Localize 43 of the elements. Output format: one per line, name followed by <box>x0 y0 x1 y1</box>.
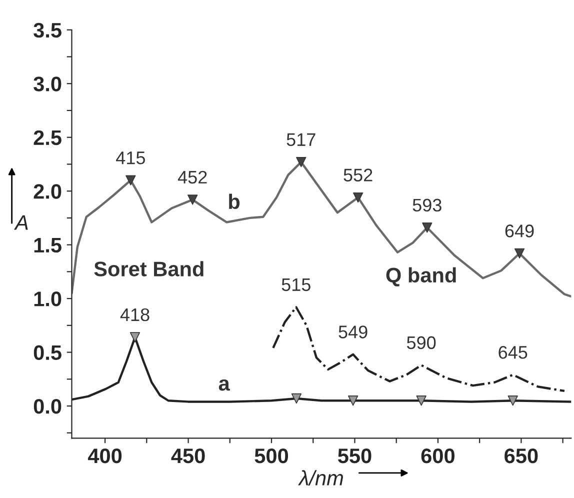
annotation: 517 <box>286 133 316 146</box>
y-tick-label: 3.0 <box>34 76 62 92</box>
x-tick-label: 450 <box>171 448 205 464</box>
annotation: b <box>229 194 240 210</box>
y-tick-label: 0.0 <box>34 399 62 414</box>
annotation: 645 <box>498 346 528 359</box>
point <box>291 393 302 404</box>
point <box>188 194 198 205</box>
y-tick-label: 3.5 <box>34 22 62 38</box>
y-tick-label: 0.5 <box>34 345 62 360</box>
annotation: 649 <box>505 224 534 238</box>
y-axis-title: A <box>14 215 28 230</box>
point <box>126 175 136 186</box>
x-tick-label: 600 <box>421 448 454 464</box>
y-tick-label: 2.5 <box>34 130 62 146</box>
annotation: 549 <box>338 326 368 338</box>
annotation: 590 <box>406 336 436 350</box>
annotation: 415 <box>116 152 145 164</box>
point <box>514 248 525 258</box>
point <box>508 396 518 406</box>
point <box>352 192 364 203</box>
line-series <box>272 306 566 392</box>
x-tick-label: 550 <box>338 448 372 464</box>
point <box>416 396 426 406</box>
x-tick-label: 500 <box>254 448 288 464</box>
annotation: Soret Band <box>94 261 204 276</box>
annotation: 452 <box>178 170 207 184</box>
annotation: 515 <box>282 278 310 292</box>
x-tick-label: 650 <box>504 448 538 464</box>
y-tick-label: 2.0 <box>34 184 62 199</box>
x-axis-title: λ/nm <box>298 470 343 486</box>
point <box>296 156 306 168</box>
x-tick-label: 400 <box>88 448 122 464</box>
point <box>348 396 358 406</box>
point <box>130 332 140 342</box>
annotation: 593 <box>412 198 442 212</box>
point <box>422 222 432 233</box>
y-tick-label: 1.0 <box>34 292 62 306</box>
annotation: 552 <box>344 168 372 182</box>
y-tick-label: 1.5 <box>34 238 62 253</box>
annotation: a <box>218 379 230 391</box>
annotation: 418 <box>120 308 150 322</box>
annotation: Q band <box>386 267 456 286</box>
